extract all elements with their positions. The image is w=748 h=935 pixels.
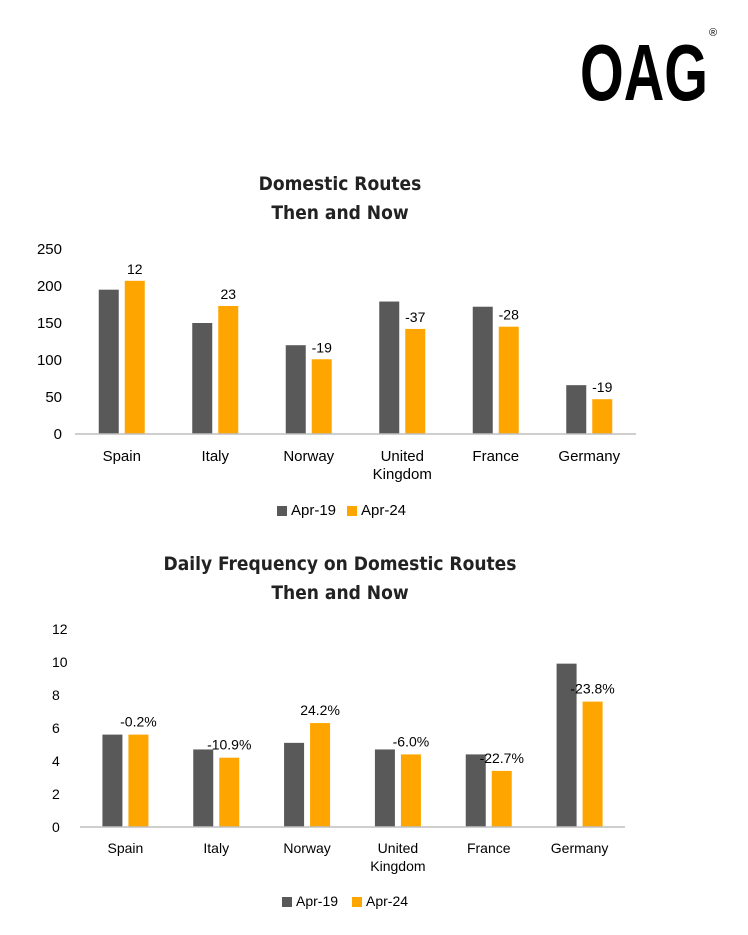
bar-apr-24 xyxy=(582,701,603,827)
category-label: France xyxy=(467,840,511,856)
category-label: Norway xyxy=(283,840,330,856)
logo-text: OAG xyxy=(580,28,708,108)
daily-frequency-chart-svg: Daily Frequency on Domestic Routes Then a… xyxy=(52,553,625,909)
bar-apr-24 xyxy=(310,723,331,827)
bar-apr-24 xyxy=(491,770,512,827)
bar-apr-19 xyxy=(285,345,306,434)
bar-apr-19 xyxy=(566,385,587,434)
chart-title-line: Domestic Routes xyxy=(259,173,422,195)
bar-apr-24 xyxy=(498,326,519,434)
y-tick-label: 6 xyxy=(52,720,60,736)
bar-apr-19 xyxy=(379,301,400,434)
category-label: Germany xyxy=(551,840,609,856)
category-label: Spain xyxy=(103,448,141,465)
bar-apr-19 xyxy=(192,323,213,434)
bar-apr-19 xyxy=(374,749,395,827)
category-label: Kingdom xyxy=(373,466,432,483)
y-tick-label: 150 xyxy=(37,315,62,332)
chart-title-line: Then and Now xyxy=(271,202,408,224)
chart-title-line: Daily Frequency on Domestic Routes xyxy=(164,553,517,575)
category-label: Germany xyxy=(558,448,620,465)
bar-apr-24 xyxy=(128,734,149,827)
data-label: 23 xyxy=(220,286,236,302)
bar-apr-24 xyxy=(405,328,426,434)
data-label: -10.9% xyxy=(207,737,251,753)
category-label: Italy xyxy=(201,448,229,465)
category-label: Spain xyxy=(108,840,144,856)
data-label: -37 xyxy=(405,309,425,325)
bar-apr-19 xyxy=(193,749,214,827)
bar-apr-24 xyxy=(218,305,239,434)
logo-registered-mark: ® xyxy=(709,27,717,39)
data-label: -19 xyxy=(312,339,332,355)
y-tick-label: 12 xyxy=(52,621,68,637)
data-label: 24.2% xyxy=(300,702,340,718)
domestic-routes-chart-svg: Domestic Routes Then and Now 0 50 100 150 200 2… xyxy=(37,173,636,519)
data-label: -28 xyxy=(499,307,519,323)
data-label: 12 xyxy=(127,261,143,277)
bar-apr-24 xyxy=(592,399,613,434)
data-label: -22.7% xyxy=(480,750,524,766)
domestic-routes-chart: Domestic Routes Then and Now 0 50 100 150 200 2… xyxy=(0,160,748,530)
category-label: United xyxy=(381,448,424,465)
y-tick-label: 8 xyxy=(52,687,60,703)
category-label: Kingdom xyxy=(370,858,425,874)
y-tick-label: 0 xyxy=(52,819,60,835)
bar-apr-24 xyxy=(124,280,145,434)
legend-swatch-apr-19 xyxy=(282,897,292,907)
legend-label: Apr-19 xyxy=(291,502,336,519)
bar-apr-24 xyxy=(400,754,421,827)
y-tick-label: 0 xyxy=(54,426,62,443)
legend-swatch-apr-19 xyxy=(277,506,287,516)
category-label: France xyxy=(472,448,519,465)
bar-apr-19 xyxy=(98,289,119,434)
bar-apr-24 xyxy=(219,757,240,827)
legend-label: Apr-19 xyxy=(296,893,338,909)
legend-swatch-apr-24 xyxy=(352,897,362,907)
category-label: Norway xyxy=(283,448,334,465)
y-tick-label: 100 xyxy=(37,352,62,369)
legend-label: Apr-24 xyxy=(366,893,408,909)
y-tick-label: 10 xyxy=(52,654,68,670)
y-tick-label: 250 xyxy=(37,241,62,258)
bar-apr-19 xyxy=(472,306,493,434)
bar-apr-19 xyxy=(465,754,486,827)
oag-logo: OAG ® xyxy=(578,18,723,117)
bar-apr-19 xyxy=(556,663,577,827)
y-tick-label: 2 xyxy=(52,786,60,802)
y-tick-label: 4 xyxy=(52,753,60,769)
data-label: -19 xyxy=(592,379,612,395)
category-label: United xyxy=(378,840,418,856)
legend-label: Apr-24 xyxy=(361,502,406,519)
y-tick-label: 50 xyxy=(45,389,62,406)
data-label: -6.0% xyxy=(393,733,430,749)
category-label: Italy xyxy=(203,840,229,856)
data-label: -23.8% xyxy=(570,681,614,697)
y-tick-label: 200 xyxy=(37,278,62,295)
legend-swatch-apr-24 xyxy=(347,506,357,516)
chart-title-line: Then and Now xyxy=(271,582,408,604)
daily-frequency-chart: Daily Frequency on Domestic Routes Then a… xyxy=(0,545,748,925)
bar-apr-19 xyxy=(284,742,305,827)
bar-apr-24 xyxy=(311,359,332,434)
data-label: -0.2% xyxy=(120,714,157,730)
bar-apr-19 xyxy=(102,734,123,827)
